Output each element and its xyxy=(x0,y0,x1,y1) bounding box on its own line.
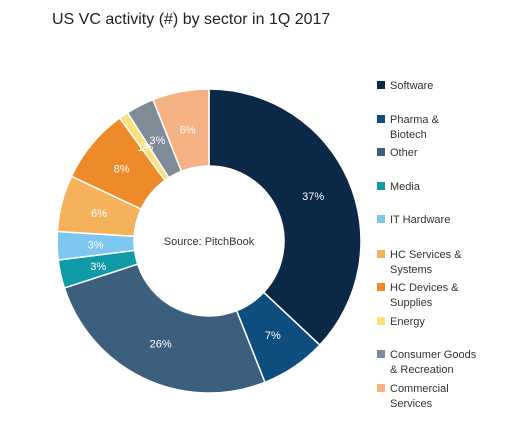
chart-slices xyxy=(56,88,362,394)
slice-label-media: 3% xyxy=(90,261,106,273)
slice-label-hc-devices-supplies: 8% xyxy=(114,164,130,176)
legend-label: HC Devices & Supplies xyxy=(390,282,459,309)
legend-label: Energy xyxy=(390,316,425,328)
slice-label-hc-services-systems: 6% xyxy=(91,208,107,220)
legend-swatch xyxy=(377,182,385,190)
slice-label-consumer-goods-recreation: 3% xyxy=(150,135,166,147)
slice-software xyxy=(208,88,362,347)
legend-swatch xyxy=(377,215,385,223)
slice-label-it-hardware: 3% xyxy=(88,240,104,252)
legend-label: Commercial Services xyxy=(390,383,449,410)
legend-label: Pharma & Biotech xyxy=(390,114,439,141)
chart-title: US VC activity (#) by sector in 1Q 2017 xyxy=(52,11,331,28)
slice-label-software: 37% xyxy=(302,191,324,203)
legend-swatch xyxy=(377,317,385,325)
legend-label: HC Services & Systems xyxy=(390,249,462,276)
legend-label: IT Hardware xyxy=(390,214,451,226)
legend-label: Other xyxy=(390,147,418,159)
legend-swatch xyxy=(377,250,385,258)
center-label: Source: PitchBook xyxy=(164,236,255,248)
legend-swatch xyxy=(377,283,385,291)
legend-swatch xyxy=(377,115,385,123)
legend-label: Media xyxy=(390,181,420,193)
slice-label-other: 26% xyxy=(150,339,172,351)
donut-hole xyxy=(134,166,284,316)
legend-label: Consumer Goods & Recreation xyxy=(390,349,477,376)
legend-label: Software xyxy=(390,80,434,92)
slice-label-pharma-biotech: 7% xyxy=(265,330,281,342)
legend-swatch xyxy=(377,350,385,358)
legend-swatch xyxy=(377,81,385,89)
legend-swatch xyxy=(377,384,385,392)
slice-label-commercial-services: 6% xyxy=(180,125,196,137)
chart-slice-labels: 37%7%26%3%3%6%8%1%3%6% xyxy=(88,125,325,351)
legend-swatch xyxy=(377,148,385,156)
slice-label-energy: 1% xyxy=(137,142,153,154)
